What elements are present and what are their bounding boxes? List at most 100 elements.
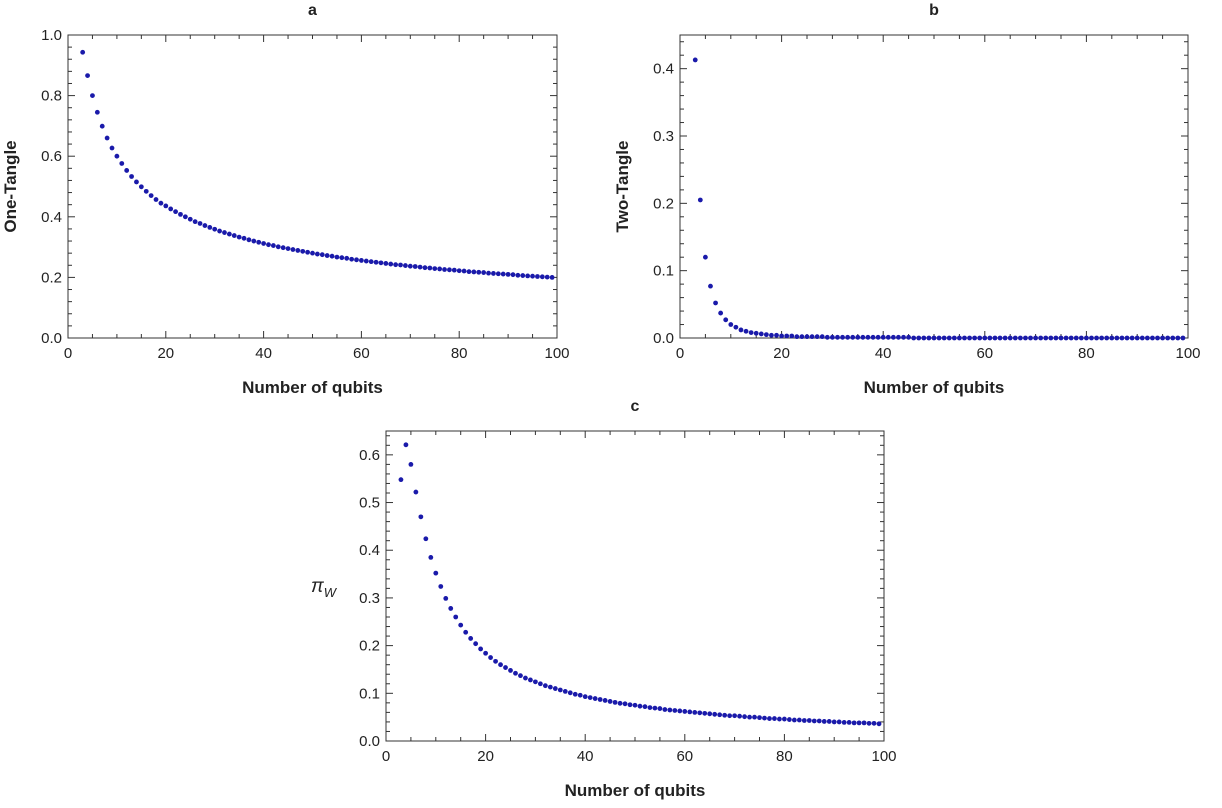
data-point [1012,335,1018,341]
data-point [505,271,511,277]
data-point [647,705,653,711]
data-point [383,261,389,266]
data-point [1058,335,1064,341]
x-tick-label: 20 [477,748,494,765]
data-point [1099,335,1105,341]
data-point [871,720,877,726]
data-point [1023,335,1028,341]
data-point [231,233,237,238]
data-point [1053,335,1059,341]
data-point [463,629,469,635]
data-point [856,720,862,726]
data-point [782,716,787,722]
x-tick-label: 20 [157,345,174,362]
data-point [422,265,428,271]
data-point [138,184,144,190]
data-point [627,702,633,708]
data-point [173,209,178,215]
data-point [158,200,164,206]
data-point [94,109,100,115]
y-tick-label: 0.4 [359,542,380,559]
data-point [143,188,149,194]
data-point [1165,335,1171,341]
data-point [972,335,978,341]
data-point [841,720,847,725]
data-point [539,274,545,280]
data-point [148,193,154,198]
y-tick-label: 0.4 [653,61,674,78]
data-point [572,691,578,697]
data-point [799,334,805,340]
data-point [491,271,496,276]
y-axis-label: πW [311,576,338,600]
data-point [727,713,733,719]
data-point [552,686,558,691]
data-point [393,262,399,268]
data-point [481,270,487,275]
data-point [275,244,281,250]
data-point [187,216,193,222]
x-tick-label: 0 [64,345,72,362]
data-point [468,636,474,641]
data-point [708,283,713,289]
data-point [520,273,526,278]
data-point [270,243,276,248]
data-point [977,335,983,341]
data-point [728,322,734,327]
data-point [855,334,861,340]
data-point [1134,335,1140,341]
data-point [836,719,842,725]
y-tick-label: 0.0 [41,330,62,347]
data-point [845,334,851,340]
data-point [305,249,311,255]
data-point [702,710,708,716]
data-point [498,662,503,668]
data-point [403,442,409,448]
data-point [672,708,678,713]
data-point [1089,335,1094,341]
data-point [537,681,543,687]
x-axis-label: Number of qubits [864,378,1005,397]
data-point [476,269,482,275]
data-point [109,145,115,151]
data-point [544,274,550,280]
data-point [153,197,159,202]
data-point [957,335,962,341]
data-point [222,230,227,235]
y-tick-label: 0.8 [41,88,62,105]
data-point [602,698,608,703]
data-point [769,332,774,338]
x-tick-label: 100 [871,748,896,765]
plot-frame [679,34,1189,339]
data-point [962,335,967,341]
data-point [528,677,533,683]
data-point [890,334,896,340]
data-point [830,334,835,340]
data-point [697,197,703,203]
data-point [806,718,812,723]
y-tick-label: 0.1 [359,685,380,702]
data-point [885,334,891,340]
data-point [437,266,443,272]
data-point [134,179,139,185]
data-point [85,73,90,79]
data-point [1104,335,1110,341]
data-point [707,711,713,717]
data-point [1038,335,1044,341]
x-tick-label: 100 [544,345,569,362]
data-point [794,334,800,340]
data-point [408,461,414,467]
data-point [334,254,340,260]
data-point [427,265,433,271]
data-point [931,335,937,341]
data-point [637,703,643,709]
data-point [692,57,698,63]
data-point [1124,335,1130,341]
y-tick-label: 0.3 [359,590,380,607]
data-point [119,161,125,166]
data-series [692,57,1186,341]
data-point [456,268,462,274]
data-point [428,554,434,560]
data-point [451,267,457,273]
data-point [789,333,795,339]
